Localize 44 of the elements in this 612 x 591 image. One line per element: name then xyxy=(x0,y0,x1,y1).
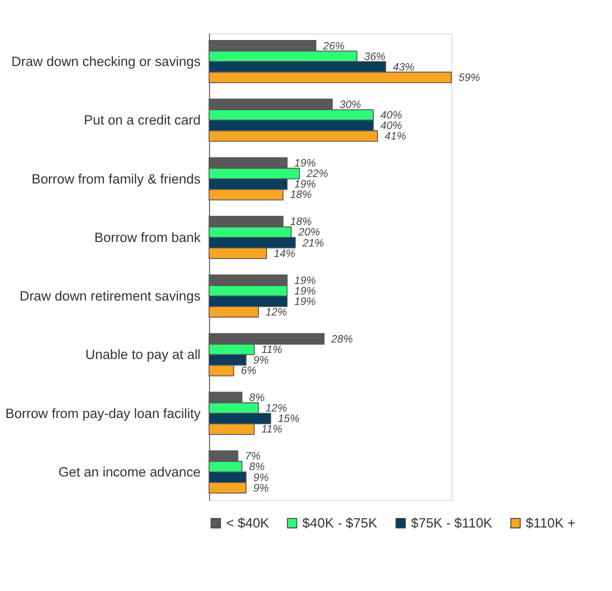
data-label: 7% xyxy=(245,450,261,463)
legend-label: < $40K xyxy=(226,516,270,531)
data-label: 22% xyxy=(306,168,329,180)
data-label: 19% xyxy=(294,285,316,298)
data-label: 9% xyxy=(253,482,270,494)
data-label: 19% xyxy=(294,274,316,287)
data-label: 20% xyxy=(297,226,320,239)
data-label: 8% xyxy=(249,461,266,474)
data-label: 8% xyxy=(249,392,266,404)
data-label: 15% xyxy=(278,413,300,426)
y-tick-label: Unable to pay at all xyxy=(85,347,201,362)
y-tick-label: Borrow from pay-day loan facility xyxy=(5,406,201,421)
data-label: 26% xyxy=(322,40,345,52)
data-label: 9% xyxy=(253,354,270,367)
data-label: 28% xyxy=(330,333,354,346)
data-label: 12% xyxy=(266,306,288,318)
data-label: 11% xyxy=(261,344,283,356)
data-label: 40% xyxy=(380,110,402,122)
data-label: 19% xyxy=(294,158,316,170)
data-label: 30% xyxy=(339,98,362,111)
data-label: 9% xyxy=(253,472,270,484)
data-label: 19% xyxy=(294,296,316,308)
data-label: 21% xyxy=(302,237,324,250)
y-tick-label: Draw down checking or savings xyxy=(11,54,201,70)
legend-label: $40K - $75K xyxy=(302,516,378,531)
data-label: 18% xyxy=(290,216,312,228)
data-label: 12% xyxy=(266,402,288,415)
y-tick-label: Draw down retirement savings xyxy=(20,288,201,304)
y-tick-label: Borrow from bank xyxy=(94,230,201,245)
data-label: 14% xyxy=(274,248,296,260)
y-tick-label: Get an income advance xyxy=(58,464,201,480)
data-label: 19% xyxy=(294,178,316,191)
data-label: 11% xyxy=(261,424,283,436)
data-label: 59% xyxy=(458,72,481,84)
legend-label: $110K + xyxy=(526,516,576,531)
data-label: 36% xyxy=(364,50,386,63)
data-label: 43% xyxy=(392,61,415,74)
y-tick-label: Borrow from family & friends xyxy=(32,171,201,186)
legend-label: $75K - $110K xyxy=(410,516,492,531)
data-label: 41% xyxy=(384,130,407,143)
y-tick-label: Put on a credit card xyxy=(84,112,201,128)
data-label: 6% xyxy=(240,365,257,378)
data-label: 40% xyxy=(380,120,402,132)
data-label: 18% xyxy=(290,189,312,202)
